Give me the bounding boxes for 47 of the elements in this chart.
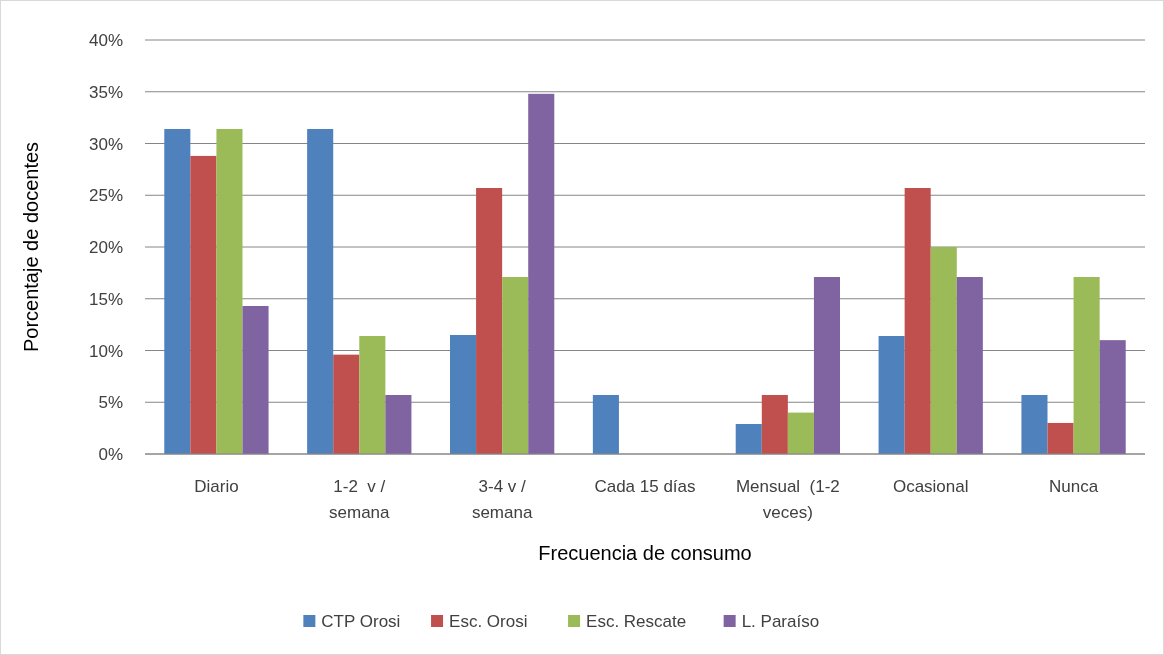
y-tick-label: 40% [88, 31, 123, 50]
bar [761, 395, 788, 454]
bar [385, 395, 412, 454]
bar [878, 336, 905, 454]
bar [476, 188, 503, 454]
bar [528, 93, 555, 454]
y-axis-title: Porcentaje de docentes [20, 141, 42, 353]
bar [242, 306, 269, 454]
x-tick-label: Mensual (1-2 veces) [735, 477, 840, 522]
bar [813, 277, 840, 454]
x-tick-label: 1-2 v / semana [329, 477, 391, 522]
bar [502, 277, 529, 454]
bar [787, 412, 814, 454]
bar [1047, 422, 1074, 454]
bar [956, 277, 983, 454]
bar [216, 129, 243, 454]
x-tick-label: Cada 15 días [594, 477, 696, 496]
bar [190, 155, 217, 454]
y-tick-label: 20% [88, 238, 123, 257]
bar [904, 188, 931, 454]
x-tick-label: Ocasional [892, 477, 969, 496]
y-tick-label: 0% [98, 445, 123, 464]
y-tick-label: 10% [88, 341, 123, 361]
y-tick-label: 30% [88, 134, 123, 154]
legend-label: Esc. Rescate [586, 612, 687, 631]
bar [450, 334, 477, 454]
bar [1073, 277, 1100, 454]
bar [1099, 340, 1126, 454]
bar [1021, 395, 1048, 454]
y-tick-label: 25% [88, 186, 123, 206]
bar [307, 129, 334, 454]
bar [592, 395, 619, 454]
bar [359, 336, 386, 454]
x-tick-label: 3-4 v / semana [471, 477, 533, 522]
legend-label: Esc. Orosi [449, 612, 528, 631]
bar [930, 247, 957, 454]
bar [735, 423, 762, 454]
x-axis-title: Frecuencia de consumo [538, 542, 752, 564]
x-tick-label: Diario [194, 477, 239, 496]
bar [333, 354, 360, 454]
bar [164, 129, 191, 454]
legend-label: L. Paraíso [741, 612, 820, 631]
y-tick-label: 5% [98, 393, 123, 413]
y-tick-label: 15% [88, 289, 123, 309]
x-tick-label: Nunca [1049, 477, 1099, 496]
y-tick-label: 35% [88, 82, 123, 102]
legend-label: CTP Orosi [321, 612, 401, 631]
